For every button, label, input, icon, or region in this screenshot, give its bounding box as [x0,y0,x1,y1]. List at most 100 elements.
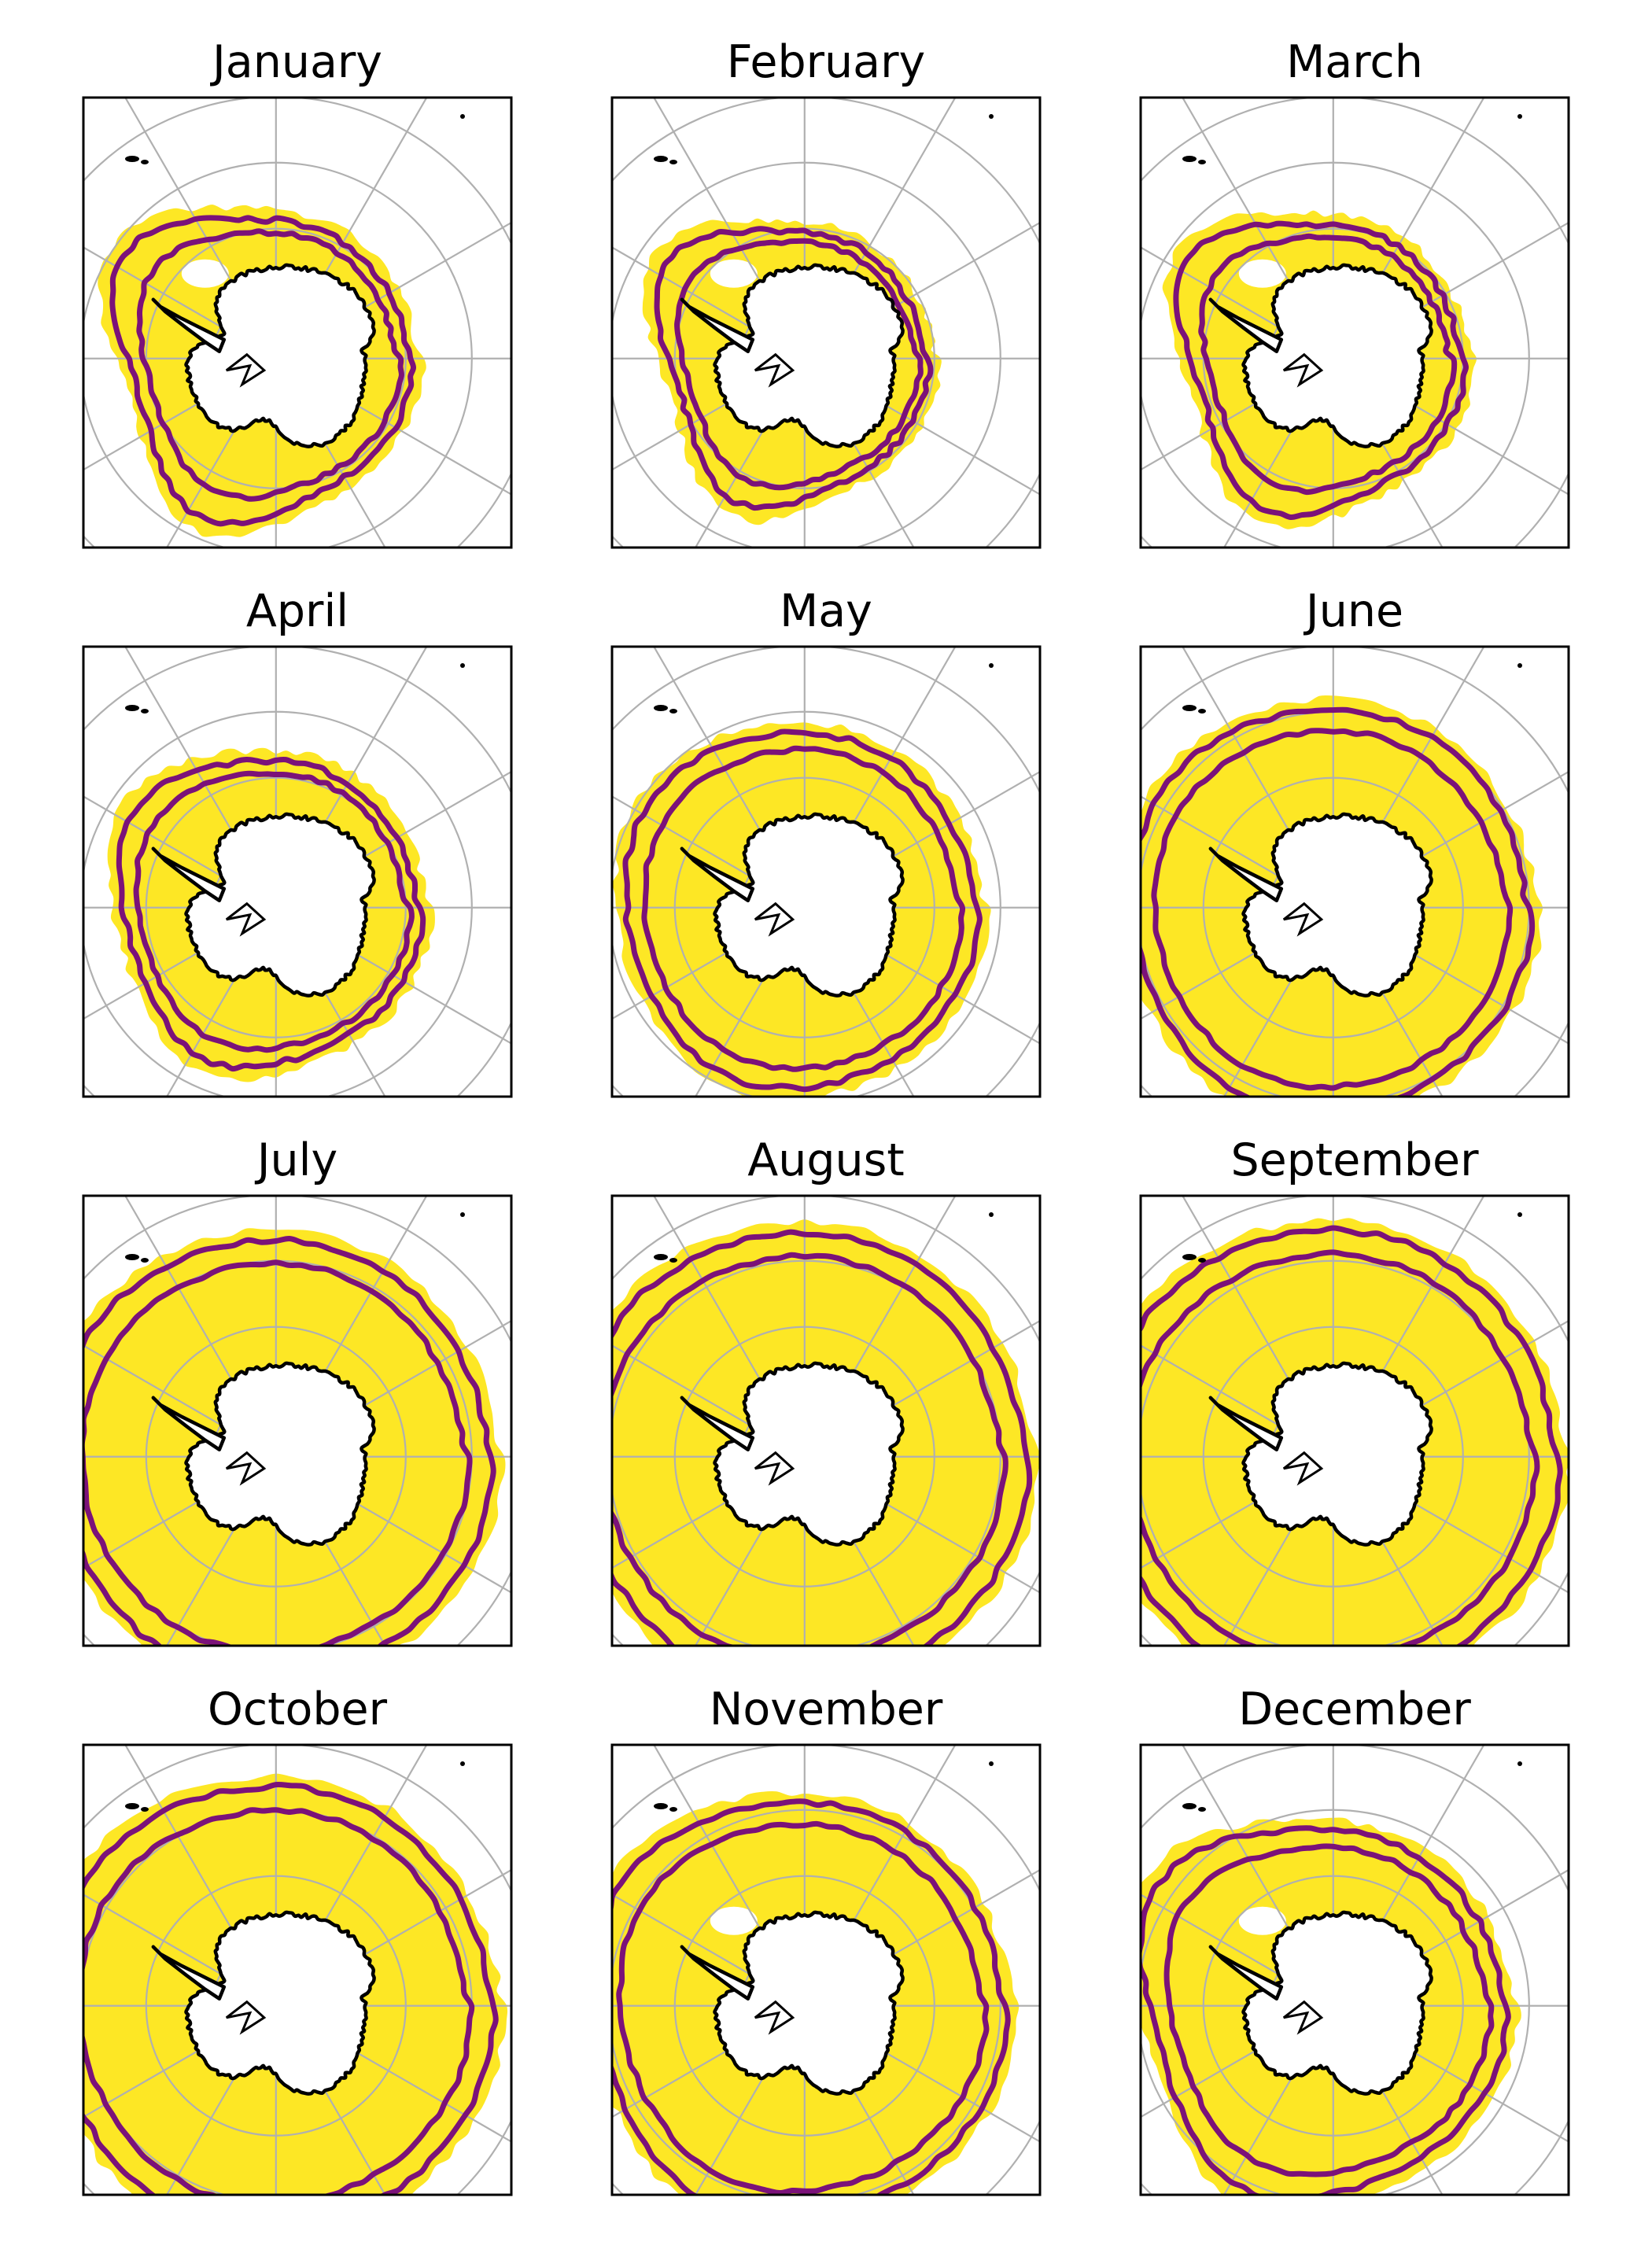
antarctica-coastline [713,1361,905,1547]
map-panel: December [1139,1683,1570,2196]
ice-shelf [225,2000,267,2035]
panel-title: July [255,1134,338,1186]
panel-title: June [1304,585,1403,637]
antarctic-peninsula [1208,297,1284,354]
map-panel: June [1139,585,1570,1098]
ice-shelf [1282,902,1324,937]
ice-contour-outer [1141,706,1536,1097]
ice-contour-inner [83,1807,475,2195]
subantarctic-islands [125,663,465,714]
map-panel: November [610,1683,1042,2196]
map-panel: May [610,585,1042,1098]
panel-title: September [1230,1134,1479,1186]
subantarctic-islands [1182,663,1522,714]
antarctic-peninsula [680,1396,755,1452]
ice-contour-inner [612,1252,1009,1646]
ice-contour-inner [1151,728,1514,1091]
ice-shelf [1282,2000,1324,2035]
ice-shelf [754,1451,795,1486]
open-water-patch [181,259,229,288]
ice-contour-inner [83,1259,473,1646]
ice-contour-outer [109,215,416,527]
graticule [612,1196,1040,1646]
map-panel: July [82,1134,513,1647]
antarctica-coastline [1241,1910,1433,2096]
map-frame [82,96,513,549]
ice-contour-outer [654,226,934,511]
antarctica-coastline [184,1361,376,1547]
ice-contour-inner [1141,1249,1540,1646]
subantarctic-islands [1182,114,1522,164]
map-panel: August [610,1134,1042,1647]
open-water-patch [1238,259,1286,288]
ice-shelf [754,902,795,937]
map-frame [610,645,1042,1098]
ice-contour-outer [83,1236,496,1646]
antarctica-coastline [184,812,376,997]
graticule [612,1745,1040,2195]
open-water-patch [1238,1906,1286,1935]
open-water-patch [710,1906,758,1935]
subantarctic-islands [654,663,994,714]
map-frame [1139,96,1570,549]
antarctic-peninsula [151,846,227,903]
panel-title: August [747,1134,904,1186]
open-water-patch [710,259,758,288]
map-panel: February [610,36,1042,549]
map-frame [82,1743,513,2196]
map-frame [610,96,1042,549]
map-frame [610,1743,1042,2196]
ice-shelf [1282,1451,1324,1486]
antarctica-coastline [1241,263,1433,448]
graticule [1141,1196,1569,1646]
ice-contour-outer [116,756,426,1072]
map-panel: January [82,36,513,549]
map-frame [610,1194,1042,1647]
ice-contour-outer [1141,1825,1511,2195]
ice-contour-inner [136,228,404,502]
panel-title: October [208,1683,388,1735]
subantarctic-islands [654,114,994,164]
panel-title: February [727,36,926,88]
ice-contour-inner [133,770,415,1053]
ice-shelf [754,352,795,388]
antarctic-peninsula [1208,1945,1284,2001]
map-panel: April [82,585,513,1098]
ice-shelf [225,352,267,388]
antarctic-peninsula [151,1396,227,1452]
antarctica-coastline [1241,1361,1433,1547]
subantarctic-islands [125,114,465,164]
ice-contour-outer [612,1229,1033,1646]
ice-contour-outer [622,728,983,1093]
subantarctic-islands [654,1761,994,1812]
graticule [1141,1745,1569,2195]
antarctica-coastline [184,263,376,448]
ice-contour-inner [1163,1843,1495,2177]
panel-title: March [1286,36,1423,88]
map-frame [1139,1743,1570,2196]
subantarctic-islands [125,1212,465,1263]
ice-contour-inner [616,1820,990,2195]
map-panel: October [82,1683,513,2196]
antarctica-coastline [1241,812,1433,997]
antarctica-coastline [184,1910,376,2096]
antarctic-peninsula [151,297,227,354]
ice-contour-inner [674,238,924,491]
subantarctic-islands [125,1761,465,1812]
antarctic-peninsula [680,1945,755,2001]
panel-title: November [710,1683,943,1735]
ice-shelf [225,1451,267,1486]
panel-title: April [246,585,348,637]
antarctic-peninsula [680,846,755,903]
panel-title: December [1238,1683,1471,1735]
antarctica-coastline [713,1910,905,2096]
map-frame [82,1194,513,1647]
ice-contour-outer [1141,1225,1563,1646]
ice-shelf [754,2000,795,2035]
antarctic-peninsula [680,297,755,354]
ice-contour-inner [641,745,966,1072]
map-frame [82,645,513,1098]
map-panel: March [1139,36,1570,549]
antarctic-peninsula [1208,846,1284,903]
